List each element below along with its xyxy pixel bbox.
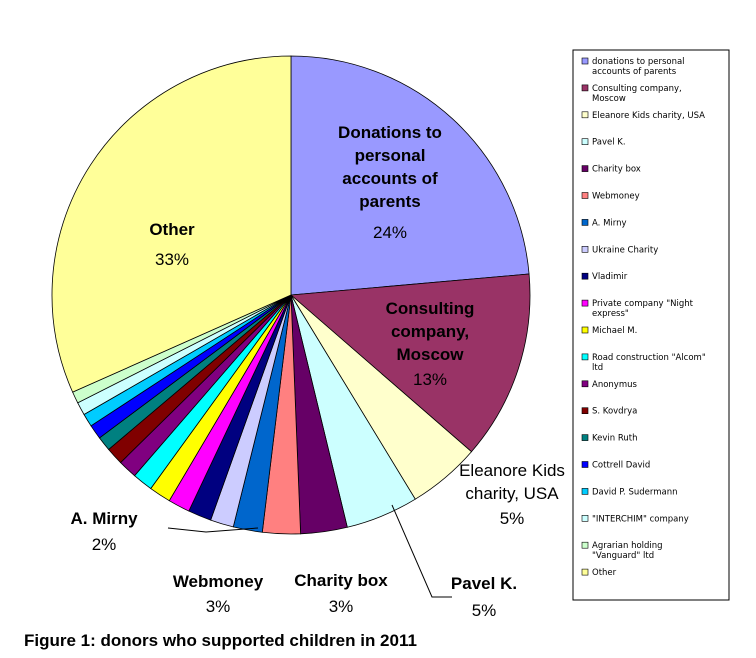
legend-swatch-s-kovdrya <box>581 407 589 415</box>
label-eleanore-kids-charity-usa-line-2: charity, USA <box>465 484 559 503</box>
legend-label-other: Other <box>592 568 617 578</box>
legend-label-private-company-night-express-line-2: express" <box>592 309 629 319</box>
legend-label-donations-to-personal-accounts-of-parents: donations to personal <box>592 57 685 67</box>
legend-label-pavel-k: Pavel K. <box>592 138 626 148</box>
legend-label-road-construction-alcom-ltd-line-2: ltd <box>592 363 603 373</box>
legend-swatch-cottrell-david <box>581 461 589 468</box>
label-donations-to-personal-accounts-of-parents-line-4: parents <box>359 192 420 211</box>
label-eleanore-kids-charity-usa-percent: 5% <box>500 509 525 528</box>
label-consulting-company-moscow-percent: 13% <box>413 370 447 389</box>
label-charity-box-percent: 3% <box>329 597 354 616</box>
legend-label-donations-to-personal-accounts-of-parents-line-2: accounts of parents <box>592 67 677 77</box>
label-pavel-k-line-1: Pavel K. <box>451 574 517 593</box>
legend-label-kevin-ruth: Kevin Ruth <box>592 434 638 444</box>
legend-swatch-vladimir <box>581 272 589 280</box>
label-donations-to-personal-accounts-of-parents-percent: 24% <box>373 223 407 242</box>
legend-label-vladimir: Vladimir <box>592 272 628 282</box>
chart-title: Figure 1: donors who supported children … <box>24 631 417 650</box>
label-donations-to-personal-accounts-of-parents-line-1: Donations to <box>338 123 442 142</box>
slice-labels: Donations to personal accounts of parents 24… <box>70 123 564 620</box>
label-donations-to-personal-accounts-of-parents-line-3: accounts of <box>342 169 438 188</box>
legend-label-cottrell-david: Cottrell David <box>592 461 650 471</box>
legend-box <box>572 49 730 601</box>
leader-line-pavel-k <box>391 504 452 598</box>
legend-label-consulting-company-moscow: Consulting company, <box>592 84 682 94</box>
legend-swatch-donations-to-personal-accounts-of-parents <box>581 57 589 65</box>
label-eleanore-kids-charity-usa-line-1: Eleanore Kids <box>459 461 565 480</box>
label-webmoney-percent: 3% <box>206 597 231 616</box>
label-donations-to-personal-accounts-of-parents-line-2: personal <box>355 146 426 165</box>
legend-swatch-private-company-night-express <box>581 299 589 307</box>
legend-label-agrarian-holding-vanguard-ltd-line-2: "Vanguard" ltd <box>592 551 654 561</box>
legend-swatch-webmoney <box>581 192 589 199</box>
legend-swatch-agrarian-holding-vanguard-ltd <box>581 541 589 549</box>
pie-slice-other <box>51 55 292 393</box>
legend-swatch-road-construction-alcom-ltd <box>581 353 589 361</box>
pie-slice-consulting-company-moscow <box>290 273 531 453</box>
legend-label-s-kovdrya: S. Kovdrya <box>592 407 637 417</box>
legend-label-michael-m: Michael M. <box>592 326 637 336</box>
leader-lines <box>167 504 452 598</box>
label-consulting-company-moscow-line-3: Moscow <box>396 345 464 364</box>
label-a-mirny-percent: 2% <box>92 535 117 554</box>
legend-swatch-charity-box <box>581 165 589 172</box>
pie-slice-donations-to-personal-accounts-of-parents <box>290 55 530 296</box>
legend-label-consulting-company-moscow-line-2: Moscow <box>592 94 626 104</box>
legend-swatch-other <box>581 568 589 576</box>
label-webmoney-line-1: Webmoney <box>173 572 264 591</box>
legend-swatch-david-p-sudermann <box>581 488 589 495</box>
legend-swatch-ukraine-charity <box>581 246 589 253</box>
legend-label-eleanore-kids-charity-usa: Eleanore Kids charity, USA <box>592 111 705 121</box>
legend-swatch-anonymus <box>581 380 589 388</box>
legend-label-david-p-sudermann: David P. Sudermann <box>592 487 677 497</box>
legend-label-anonymus: Anonymus <box>592 380 637 390</box>
legend-label-agrarian-holding-vanguard-ltd: Agrarian holding <box>592 541 663 551</box>
pie-slices <box>51 55 531 535</box>
legend-swatch-pavel-k <box>581 138 589 145</box>
legend-swatch-michael-m <box>581 326 589 334</box>
legend-swatch-a-mirny <box>581 219 589 226</box>
label-other-percent: 33% <box>155 250 189 269</box>
legend-swatch-eleanore-kids-charity-usa <box>581 111 589 119</box>
label-pavel-k-percent: 5% <box>472 601 497 620</box>
legend-swatch-consulting-company-moscow <box>581 84 589 92</box>
legend-label-private-company-night-express: Private company "Night <box>592 299 694 309</box>
legend-label-interchim-company: "INTERCHIM" company <box>592 514 689 524</box>
legend-label-a-mirny: A. Mirny <box>592 218 627 228</box>
legend-label-road-construction-alcom-ltd: Road construction "Alcom" <box>592 353 706 363</box>
legend-swatch-interchim-company <box>581 514 589 522</box>
label-charity-box-line-1: Charity box <box>294 571 388 590</box>
label-other-line-1: Other <box>149 220 195 239</box>
legend-swatch-kevin-ruth <box>581 434 589 441</box>
legend-label-charity-box: Charity box <box>592 165 641 175</box>
leader-line-a-mirny <box>167 527 259 533</box>
label-a-mirny-line-1: A. Mirny <box>70 509 138 528</box>
label-consulting-company-moscow-line-1: Consulting <box>386 299 475 318</box>
legend-label-webmoney: Webmoney <box>592 192 640 202</box>
label-consulting-company-moscow-line-2: company, <box>391 322 469 341</box>
legend-label-ukraine-charity: Ukraine Charity <box>592 245 658 255</box>
